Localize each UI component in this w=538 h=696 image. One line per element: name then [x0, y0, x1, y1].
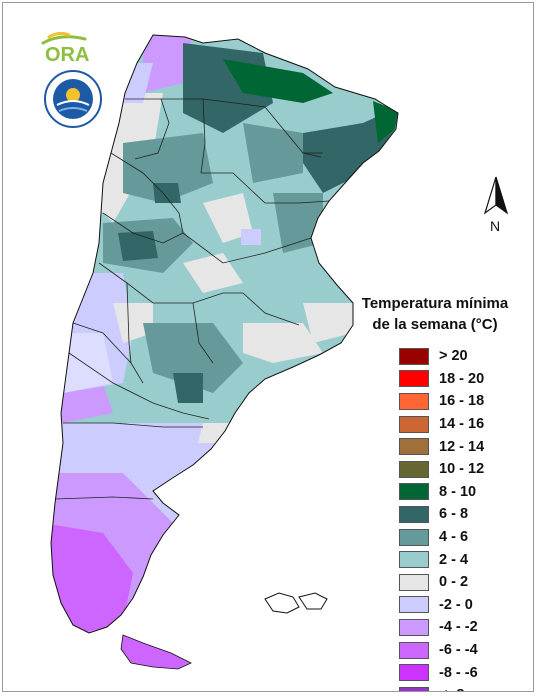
- legend-label: -6 - -4: [439, 642, 478, 659]
- legend-label: > 20: [439, 348, 468, 365]
- legend-swatch: [399, 370, 429, 388]
- legend-title-line2: de la semana (°C): [372, 316, 498, 333]
- legend-item: 18 - 20: [399, 368, 533, 391]
- legend: Temperatura mínima de la semana (°C) > 2…: [343, 293, 533, 691]
- legend-item: 6 - 8: [399, 503, 533, 526]
- legend-title: Temperatura mínima de la semana (°C): [343, 293, 527, 335]
- legend-swatch: [399, 483, 429, 501]
- north-label: N: [490, 218, 500, 234]
- legend-label: -2 - 0: [439, 596, 473, 613]
- legend-item: -8 - -6: [399, 661, 533, 684]
- ora-logo: ORA: [41, 31, 89, 65]
- legend-swatch: [399, 551, 429, 569]
- legend-swatch: [399, 347, 429, 365]
- legend-label: -4 - -2: [439, 619, 478, 636]
- legend-item: -6 - -4: [399, 639, 533, 662]
- legend-label: 10 - 12: [439, 461, 485, 478]
- legend-swatch: [399, 438, 429, 456]
- legend-item: -2 - 0: [399, 594, 533, 617]
- legend-item: 10 - 12: [399, 458, 533, 481]
- legend-list: > 20 18 - 20 16 - 18 14 - 16 12 - 14 10 - 12 8…: [399, 345, 533, 691]
- legend-swatch: [399, 596, 429, 614]
- legend-item: -4 - -2: [399, 616, 533, 639]
- legend-item: 16 - 18: [399, 390, 533, 413]
- smn-seal-logo: [44, 70, 102, 128]
- legend-label: 6 - 8: [439, 506, 469, 523]
- legend-item: < -8: [399, 684, 533, 691]
- legend-item: 2 - 4: [399, 548, 533, 571]
- legend-item: 14 - 16: [399, 413, 533, 436]
- legend-label: 14 - 16: [439, 416, 485, 433]
- legend-item: 0 - 2: [399, 571, 533, 594]
- north-arrow-icon: N: [483, 176, 509, 234]
- legend-swatch: [399, 415, 429, 433]
- legend-title-line1: Temperatura mínima: [361, 295, 509, 312]
- legend-label: 18 - 20: [439, 370, 485, 387]
- temperature-zones: [51, 35, 398, 633]
- malvinas-islands: [264, 592, 328, 614]
- tierra-del-fuego: [120, 634, 192, 670]
- legend-label: 16 - 18: [439, 393, 485, 410]
- legend-swatch: [399, 505, 429, 523]
- legend-swatch: [399, 573, 429, 591]
- legend-swatch: [399, 686, 429, 691]
- legend-label: 8 - 10: [439, 483, 477, 500]
- legend-label: < -8: [439, 687, 464, 691]
- legend-item: 12 - 14: [399, 435, 533, 458]
- legend-label: -8 - -6: [439, 664, 478, 681]
- legend-item: 8 - 10: [399, 481, 533, 504]
- argentina-outline: [50, 34, 399, 634]
- legend-swatch: [399, 392, 429, 410]
- ora-logo-text: ORA: [45, 44, 89, 65]
- legend-swatch: [399, 664, 429, 682]
- legend-label: 12 - 14: [439, 438, 485, 455]
- temperature-map: [50, 34, 399, 670]
- province-boundaries: [54, 98, 330, 500]
- legend-swatch: [399, 618, 429, 636]
- legend-item: > 20: [399, 345, 533, 368]
- legend-swatch: [399, 528, 429, 546]
- legend-label: 0 - 2: [439, 574, 469, 591]
- legend-label: 2 - 4: [439, 551, 469, 568]
- legend-item: 4 - 6: [399, 526, 533, 549]
- legend-label: 4 - 6: [439, 529, 469, 546]
- legend-swatch: [399, 641, 429, 659]
- legend-swatch: [399, 460, 429, 478]
